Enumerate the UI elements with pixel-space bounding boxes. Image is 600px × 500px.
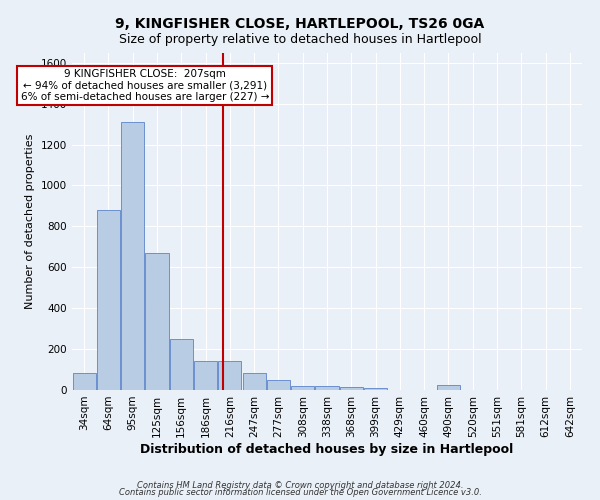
Bar — [73, 372, 95, 390]
Text: 9 KINGFISHER CLOSE:  207sqm
← 94% of detached houses are smaller (3,291)
6% of s: 9 KINGFISHER CLOSE: 207sqm ← 94% of deta… — [20, 68, 269, 102]
Bar — [437, 385, 460, 390]
Bar — [121, 122, 144, 390]
Bar — [340, 387, 363, 390]
Bar — [145, 253, 169, 390]
Text: 9, KINGFISHER CLOSE, HARTLEPOOL, TS26 0GA: 9, KINGFISHER CLOSE, HARTLEPOOL, TS26 0G… — [115, 18, 485, 32]
Bar — [194, 362, 217, 390]
Text: Contains public sector information licensed under the Open Government Licence v3: Contains public sector information licen… — [119, 488, 481, 497]
Bar — [242, 372, 266, 390]
Bar — [364, 388, 387, 390]
Text: Size of property relative to detached houses in Hartlepool: Size of property relative to detached ho… — [119, 32, 481, 46]
Bar — [291, 386, 314, 390]
Text: Contains HM Land Registry data © Crown copyright and database right 2024.: Contains HM Land Registry data © Crown c… — [137, 480, 463, 490]
Bar — [170, 339, 193, 390]
Bar — [218, 362, 241, 390]
Y-axis label: Number of detached properties: Number of detached properties — [25, 134, 35, 309]
Bar — [316, 386, 338, 390]
X-axis label: Distribution of detached houses by size in Hartlepool: Distribution of detached houses by size … — [140, 442, 514, 456]
Bar — [97, 210, 120, 390]
Bar — [267, 380, 290, 390]
